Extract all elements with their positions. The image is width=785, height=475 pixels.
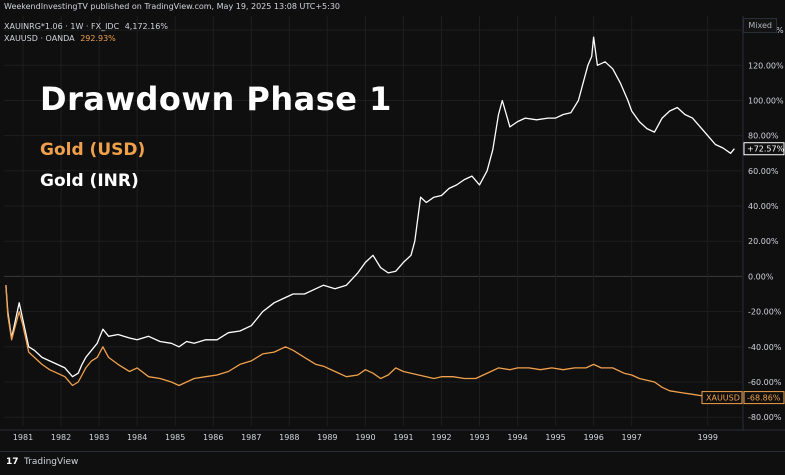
legend-value-inr: 4,172.16% xyxy=(124,22,168,31)
footer-bar: 17 TradingView xyxy=(0,451,785,472)
x-tick-label: 1982 xyxy=(51,433,71,442)
series-line-usd[interactable] xyxy=(5,285,735,399)
x-tick-label: 1997 xyxy=(622,433,642,442)
tradingview-brand[interactable]: TradingView xyxy=(24,457,79,467)
last-value-label-inr: +72.57% xyxy=(747,145,785,154)
y-tick-label: 40.00% xyxy=(748,202,779,211)
x-tick-label: 1991 xyxy=(393,433,413,442)
y-tick-label: -80.00% xyxy=(748,413,782,422)
series-line-inr[interactable] xyxy=(5,36,735,378)
last-value-box-usd xyxy=(743,391,785,405)
y-tick-label: 120.00% xyxy=(748,61,784,70)
x-tick-label: 1995 xyxy=(545,433,565,442)
overlay-title: Drawdown Phase 1 xyxy=(40,80,392,118)
y-tick-label: -60.00% xyxy=(748,378,782,387)
publish-info: WeekendInvestingTV published on TradingV… xyxy=(4,2,341,11)
x-tick-label: 1985 xyxy=(165,433,185,442)
legend-value-usd: 292.93% xyxy=(80,34,116,43)
y-tick-label: -20.00% xyxy=(748,308,782,317)
legend-row-usd[interactable]: XAUUSD · OANDA 292.93% xyxy=(4,34,116,43)
x-tick-label: 1988 xyxy=(279,433,299,442)
scale-mode-button[interactable]: Mixed xyxy=(743,18,777,33)
x-tick-label: 1984 xyxy=(127,433,147,442)
y-tick-label: -40.00% xyxy=(748,343,782,352)
overlay-legend-inr: Gold (INR) xyxy=(40,171,139,191)
x-tick-label: 1986 xyxy=(203,433,223,442)
legend-symbol-inr: XAUINRG*1.06 · 1W · FX_IDC xyxy=(4,22,120,31)
x-tick-label: 1999 xyxy=(698,433,718,442)
y-tick-label: 60.00% xyxy=(748,167,779,176)
legend-row-inr[interactable]: XAUINRG*1.06 · 1W · FX_IDC 4,172.16% xyxy=(4,22,168,31)
x-tick-label: 1996 xyxy=(583,433,603,442)
x-tick-label: 1993 xyxy=(469,433,489,442)
x-tick-label: 1983 xyxy=(89,433,109,442)
series-tag-box-usd xyxy=(701,391,743,405)
tradingview-logo-icon[interactable]: 17 xyxy=(6,457,19,467)
x-tick-label: 1989 xyxy=(317,433,337,442)
x-tick-label: 1992 xyxy=(431,433,451,442)
y-tick-label: 80.00% xyxy=(748,132,779,141)
x-tick-label: 1994 xyxy=(507,433,527,442)
legend-symbol-usd: XAUUSD · OANDA xyxy=(4,34,75,43)
y-tick-label: 20.00% xyxy=(748,237,779,246)
x-tick-label: 1981 xyxy=(13,433,33,442)
x-tick-label: 1990 xyxy=(355,433,375,442)
last-value-label-usd: -68.86% xyxy=(747,394,781,403)
x-tick-label: 1987 xyxy=(241,433,261,442)
overlay-legend-usd: Gold (USD) xyxy=(40,140,146,160)
series-tag-usd: XAUUSD xyxy=(706,394,740,403)
y-tick-label: 0.00% xyxy=(748,272,774,281)
last-value-box-inr xyxy=(743,142,785,156)
y-tick-label: 100.00% xyxy=(748,96,784,105)
